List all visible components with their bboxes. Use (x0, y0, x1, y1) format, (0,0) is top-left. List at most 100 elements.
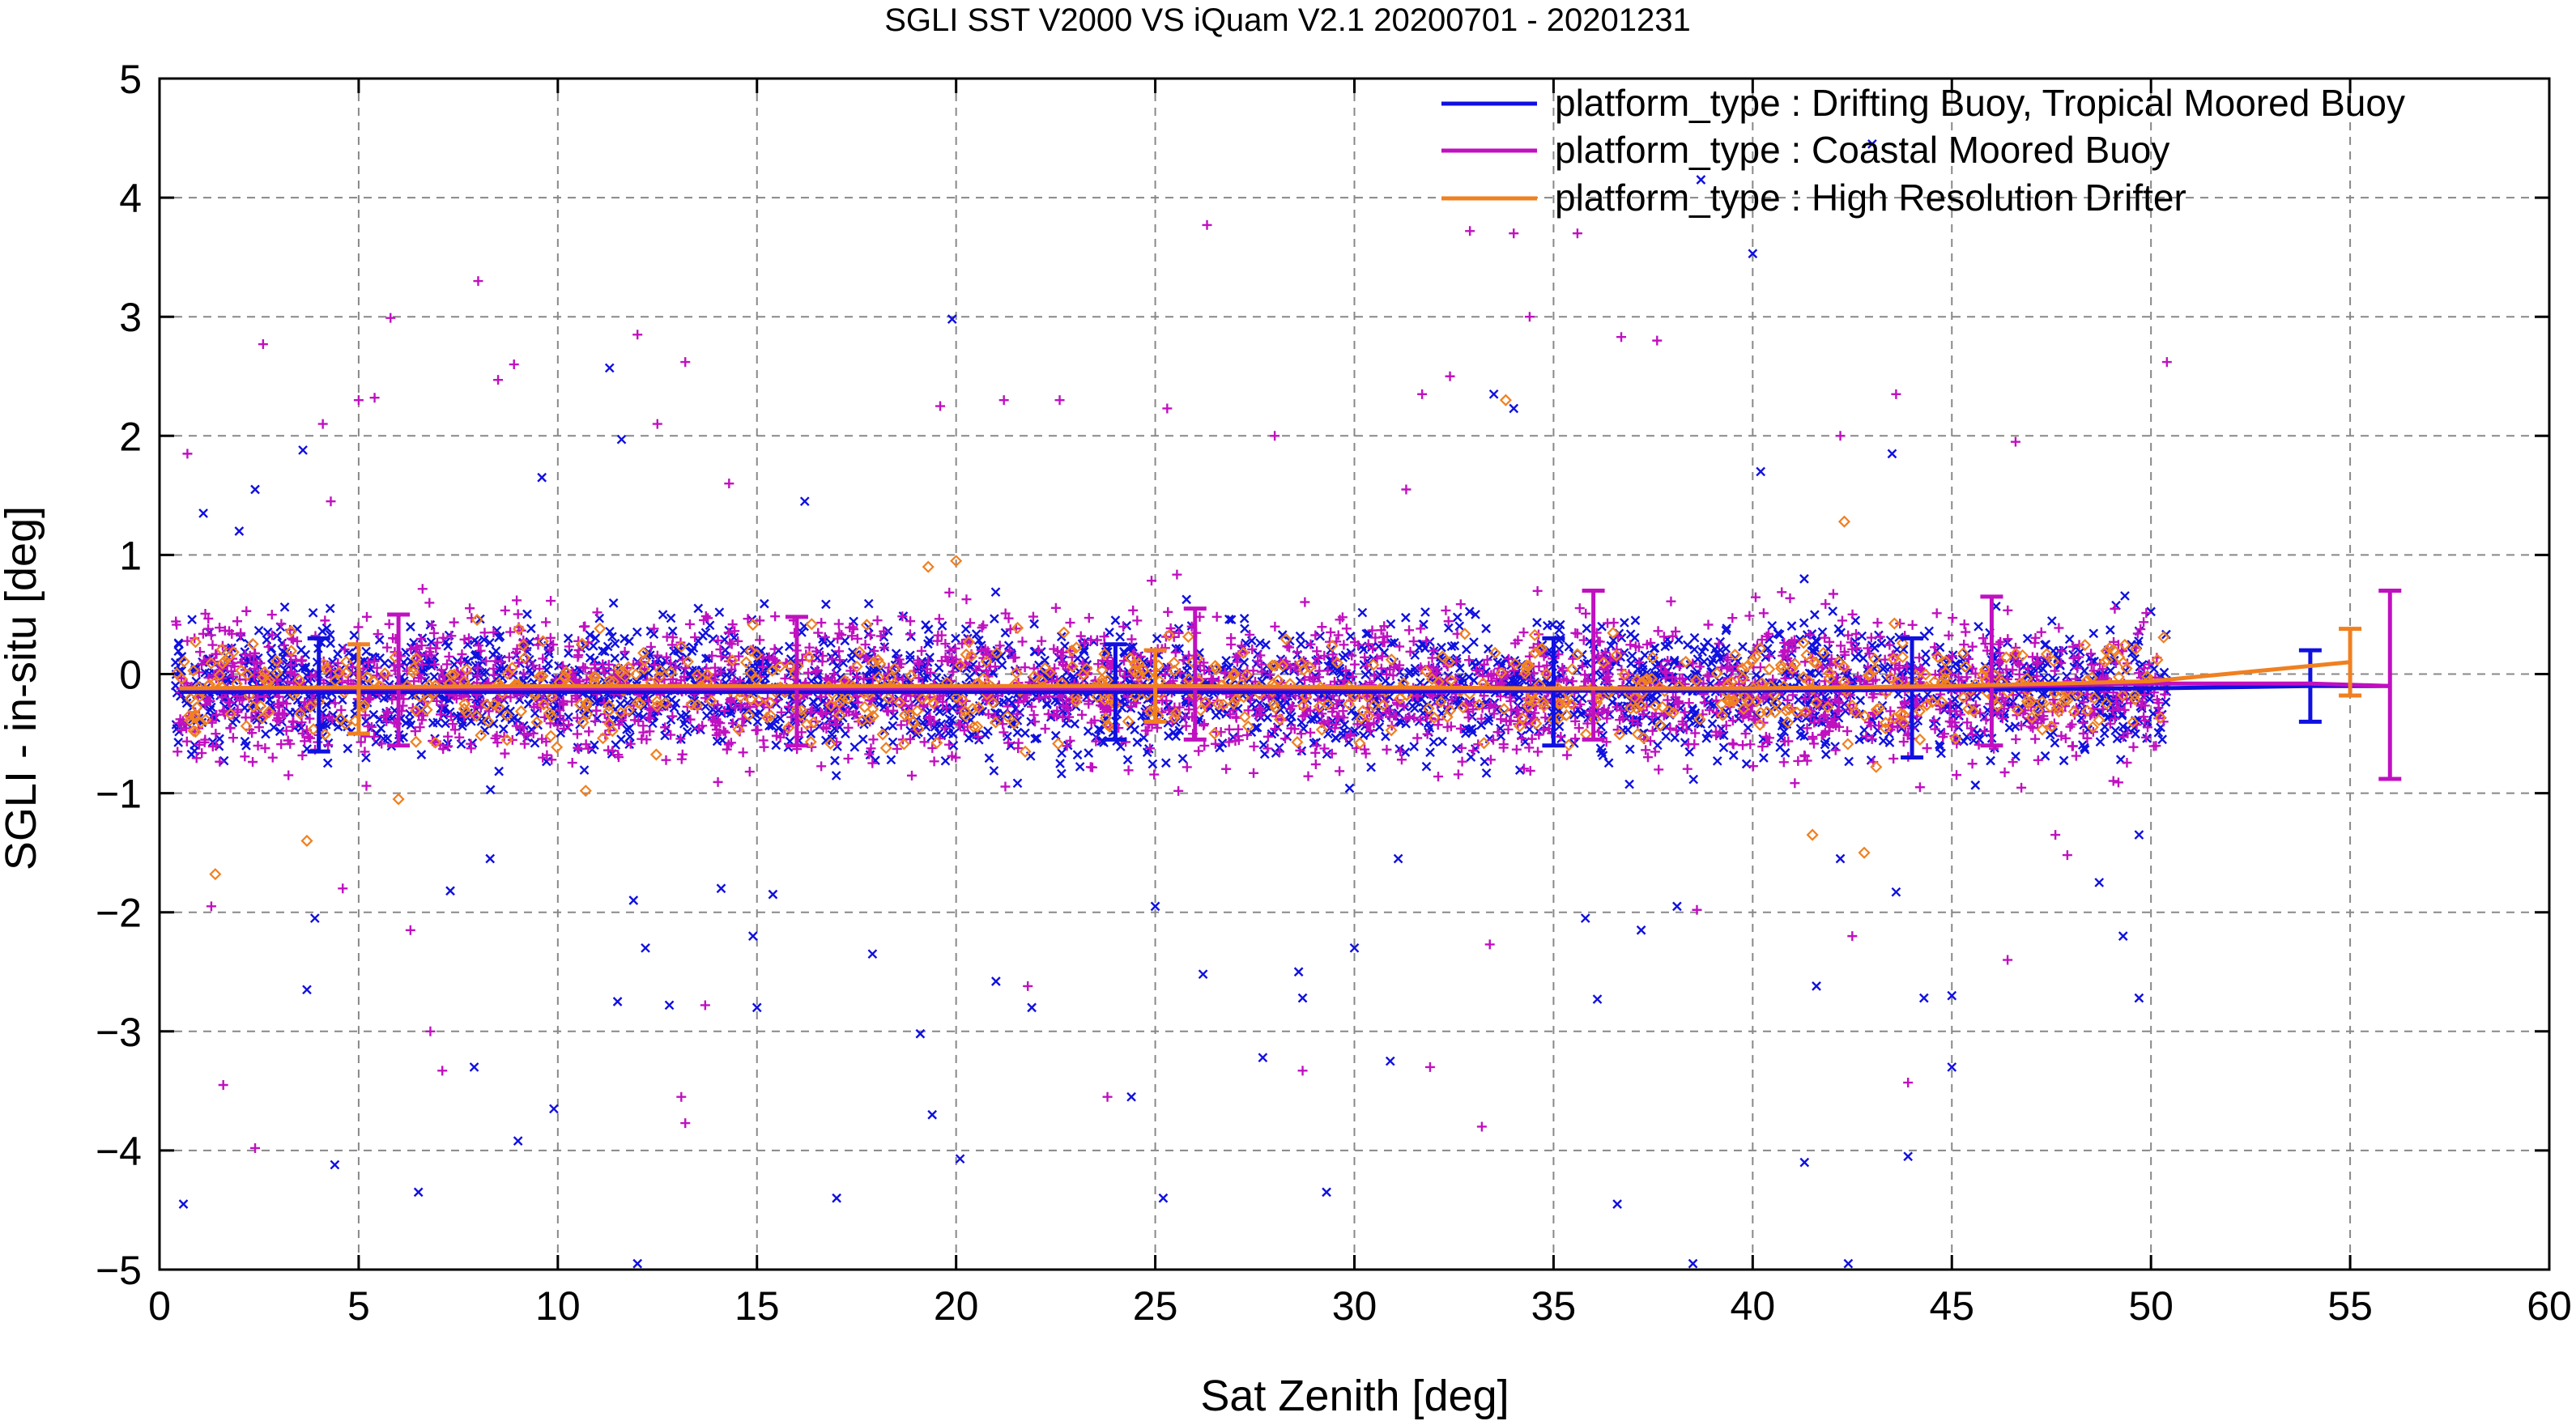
data-point (826, 638, 836, 649)
data-point (1850, 652, 1861, 662)
data-point (1554, 644, 1565, 654)
data-point (457, 721, 467, 731)
data-point (1828, 606, 1838, 616)
data-point (479, 725, 490, 735)
data-point (786, 654, 796, 664)
data-point (1669, 655, 1680, 666)
data-point (620, 633, 629, 644)
data-point (1030, 734, 1040, 744)
data-point (1688, 774, 1699, 785)
data-point (905, 650, 915, 661)
data-point (2106, 666, 2116, 676)
data-point (485, 785, 496, 795)
data-point (666, 613, 676, 623)
data-point (1467, 724, 1477, 734)
data-point (688, 643, 699, 653)
data-point (170, 657, 181, 667)
data-point (1284, 709, 1295, 720)
data-point (498, 724, 509, 734)
data-point (1072, 750, 1083, 760)
data-point (1970, 780, 1981, 790)
data-point (1532, 618, 1542, 628)
data-point (445, 707, 455, 717)
data-point (1105, 628, 1114, 637)
data-point (638, 712, 649, 722)
data-point (1309, 714, 1319, 724)
data-point (266, 653, 277, 663)
data-point (361, 752, 371, 763)
data-point (1420, 607, 1430, 617)
data-point (1295, 676, 1305, 687)
data-point (2099, 728, 2110, 738)
data-point (1833, 623, 1844, 634)
data-point (752, 717, 763, 727)
data-point (2127, 648, 2137, 658)
data-point (1841, 706, 1850, 716)
data-point (426, 637, 436, 647)
data-point (1452, 612, 1463, 623)
data-point (1056, 768, 1067, 779)
data-point (682, 726, 692, 737)
data-point (1226, 615, 1237, 625)
data-point (608, 598, 619, 608)
data-point (1978, 728, 1989, 738)
data-point (1295, 631, 1305, 641)
data-point (2110, 725, 2121, 736)
data-point (921, 620, 930, 630)
data-point (1255, 638, 1265, 649)
data-point (771, 740, 781, 751)
data-point (1542, 620, 1552, 631)
data-point (1454, 621, 1465, 632)
data-point (1701, 733, 1712, 743)
data-point (181, 698, 192, 708)
data-point (1949, 694, 1960, 704)
data-point (479, 635, 489, 645)
data-point (325, 603, 335, 614)
data-point (564, 648, 573, 658)
data-point (1712, 755, 1722, 766)
data-point (1811, 636, 1821, 646)
data-point (359, 656, 369, 666)
data-point (1252, 722, 1262, 733)
data-point (275, 726, 285, 737)
data-point (2080, 744, 2090, 755)
data-point (1003, 731, 1012, 742)
data-point (1820, 749, 1831, 759)
data-point (1786, 621, 1797, 631)
data-point (2105, 625, 2115, 635)
data-point (1003, 695, 1014, 705)
data-point (1374, 721, 1385, 732)
data-point (996, 651, 1007, 662)
data-point (1446, 641, 1457, 652)
data-point (1137, 711, 1147, 721)
data-point (1239, 657, 1250, 667)
data-point (187, 615, 197, 625)
data-point (997, 660, 1007, 670)
data-point (1484, 713, 1494, 723)
data-point (1630, 615, 1641, 626)
data-point (1878, 736, 1888, 746)
data-point (2095, 737, 2106, 747)
data-point (1870, 643, 1880, 653)
data-point (1161, 668, 1171, 678)
data-point (1458, 674, 1467, 684)
data-point (2088, 628, 2099, 639)
data-point (1083, 726, 1093, 736)
data-point (1684, 747, 1695, 757)
data-point (1597, 747, 1607, 758)
data-point (2040, 751, 2050, 761)
data-point (272, 631, 283, 641)
data-point (760, 673, 770, 683)
data-point (368, 709, 379, 720)
data-point (863, 598, 874, 609)
data-point (1697, 647, 1707, 657)
data-point (983, 726, 993, 736)
data-point (1633, 664, 1643, 674)
data-point (1650, 662, 1661, 671)
data-point (1469, 637, 1479, 647)
data-point (1773, 628, 1783, 639)
data-point (1795, 730, 1806, 740)
data-point (598, 645, 607, 656)
data-point (1951, 658, 1961, 669)
